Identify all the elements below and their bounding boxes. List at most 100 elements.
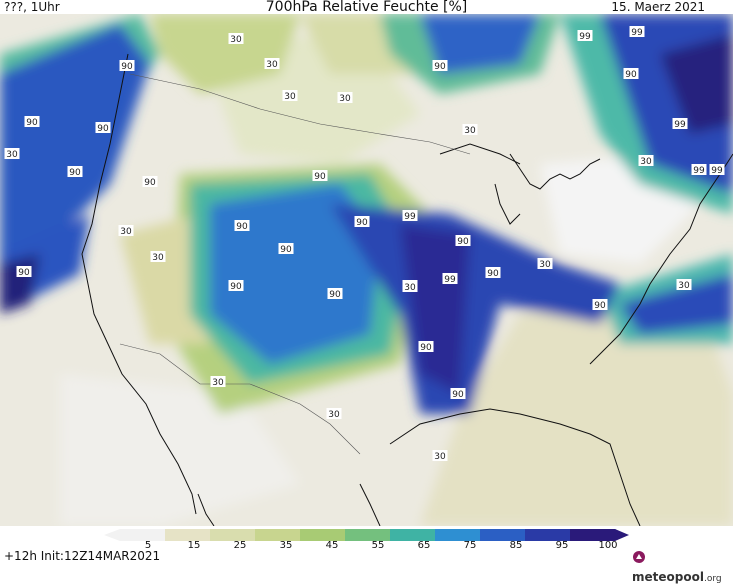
colorbar-segment (165, 529, 211, 541)
header: ???, 1Uhr 700hPa Relative Feuchte [%] 15… (0, 0, 733, 15)
contour-label-bg (455, 235, 471, 246)
contour-label-bg (402, 210, 418, 221)
meteopool-logo[interactable]: meteopool.org (632, 547, 733, 584)
contour-label: 30 (230, 35, 242, 45)
colorbar-tick-label: 5 (144, 540, 152, 551)
contour-label: 90 (625, 70, 637, 80)
colorbar-tick-label: 95 (555, 540, 569, 551)
contour-label: 30 (152, 253, 164, 263)
colorbar-tick-label: 55 (371, 540, 385, 551)
contour-label: 90 (144, 178, 156, 188)
contour-label: 90 (26, 118, 38, 128)
contour-label: 30 (328, 410, 340, 420)
contour-label-bg (228, 280, 244, 291)
contour-label: 99 (693, 166, 705, 176)
contour-label-bg (312, 170, 328, 181)
contour-label-bg (432, 450, 448, 461)
contour-label-bg (485, 267, 501, 278)
colorbar (104, 529, 629, 541)
contour-label: 30 (266, 60, 278, 70)
contour-label: 90 (121, 62, 133, 72)
colorbar-segment (210, 529, 256, 541)
contour-label: 30 (404, 283, 416, 293)
contour-label-bg (629, 26, 645, 37)
contour-label: 30 (539, 260, 551, 270)
colorbar-segment (570, 529, 616, 541)
contour-label-bg (234, 220, 250, 231)
colorbar-tick-label: 35 (279, 540, 293, 551)
contour-label: 30 (464, 126, 476, 136)
colorbar-tick-label: 25 (233, 540, 247, 551)
logo-text: meteopool (632, 570, 704, 584)
contour-label-bg (676, 279, 692, 290)
contour-label-bg (228, 33, 244, 44)
contour-label: 90 (280, 245, 292, 255)
contour-label: 99 (579, 32, 591, 42)
contour-label-bg (119, 60, 135, 71)
colorbar-ticks: 5 15 25 35 45 55 65 75 85 95 100 (0, 540, 733, 554)
colorbar-segment (255, 529, 301, 541)
map-title: 700hPa Relative Feuchte [%] (265, 0, 468, 15)
colorbar-segment (480, 529, 526, 541)
contour-label: 90 (69, 168, 81, 178)
contour-label: 90 (434, 62, 446, 72)
contour-label-bg (4, 148, 20, 159)
humidity-map: 30 30 30 30 30 90 90 90 90 90 90 90 90 90 90 99 99 99 99 99… (0, 14, 733, 526)
contour-label-bg (623, 68, 639, 79)
forecast-date: 15. Maerz 2021 (611, 0, 705, 14)
contour-label-bg (672, 118, 688, 129)
footer (0, 526, 733, 566)
contour-label: 90 (314, 172, 326, 182)
contour-labels: 30 30 30 30 30 90 90 90 90 90 90 90 90 90 90 99 99 99 99 99… (4, 26, 725, 462)
contour-label: 90 (594, 301, 606, 311)
contour-label: 30 (339, 94, 351, 104)
contour-label: 99 (631, 28, 643, 38)
contour-label-bg (24, 116, 40, 127)
colorbar-segment (435, 529, 481, 541)
contour-label-bg (142, 176, 158, 187)
contour-label: 90 (97, 124, 109, 134)
contour-label: 99 (711, 166, 723, 176)
contour-label: 90 (329, 290, 341, 300)
political-borders (119, 73, 471, 455)
colorbar-tick-label: 65 (417, 540, 431, 551)
logo-suffix: .org (703, 574, 722, 584)
contour-label-bg (326, 408, 342, 419)
colorbar-low-arrow (104, 529, 120, 541)
contour-label: 99 (674, 120, 686, 130)
contour-label-bg (354, 216, 370, 227)
contour-label-bg (95, 122, 111, 133)
contour-label: 90 (356, 218, 368, 228)
contour-label-bg (337, 92, 353, 103)
contour-label: 90 (457, 237, 469, 247)
colorbar-segment (300, 529, 346, 541)
contour-label: 30 (678, 281, 690, 291)
contour-label-bg (118, 225, 134, 236)
contour-label: 90 (452, 390, 464, 400)
contour-label-bg (327, 288, 343, 299)
logo-icon (633, 551, 645, 563)
contour-label-bg (432, 60, 448, 71)
contour-label: 30 (6, 150, 18, 160)
contour-label-bg (691, 164, 707, 175)
contour-label: 30 (640, 157, 652, 167)
contour-label-bg (278, 243, 294, 254)
contour-label-bg (264, 58, 280, 69)
colorbar-tick-label: 85 (509, 540, 523, 551)
colorbar-tick-label: 75 (463, 540, 477, 551)
contour-label-bg (150, 251, 166, 262)
colorbar-segment (390, 529, 436, 541)
colorbar-tick-label: 15 (187, 540, 201, 551)
forecast-hour-label: ???, 1Uhr (4, 0, 60, 14)
contour-label-bg (577, 30, 593, 41)
colorbar-tick-label: 45 (325, 540, 339, 551)
contour-label-bg (537, 258, 553, 269)
contour-label-bg (709, 164, 725, 175)
contour-label: 90 (420, 343, 432, 353)
contour-label-bg (592, 299, 608, 310)
contour-label: 90 (18, 268, 30, 278)
contour-label: 99 (444, 275, 456, 285)
contour-label: 99 (404, 212, 416, 222)
contour-label: 30 (434, 452, 446, 462)
contour-label: 90 (230, 282, 242, 292)
